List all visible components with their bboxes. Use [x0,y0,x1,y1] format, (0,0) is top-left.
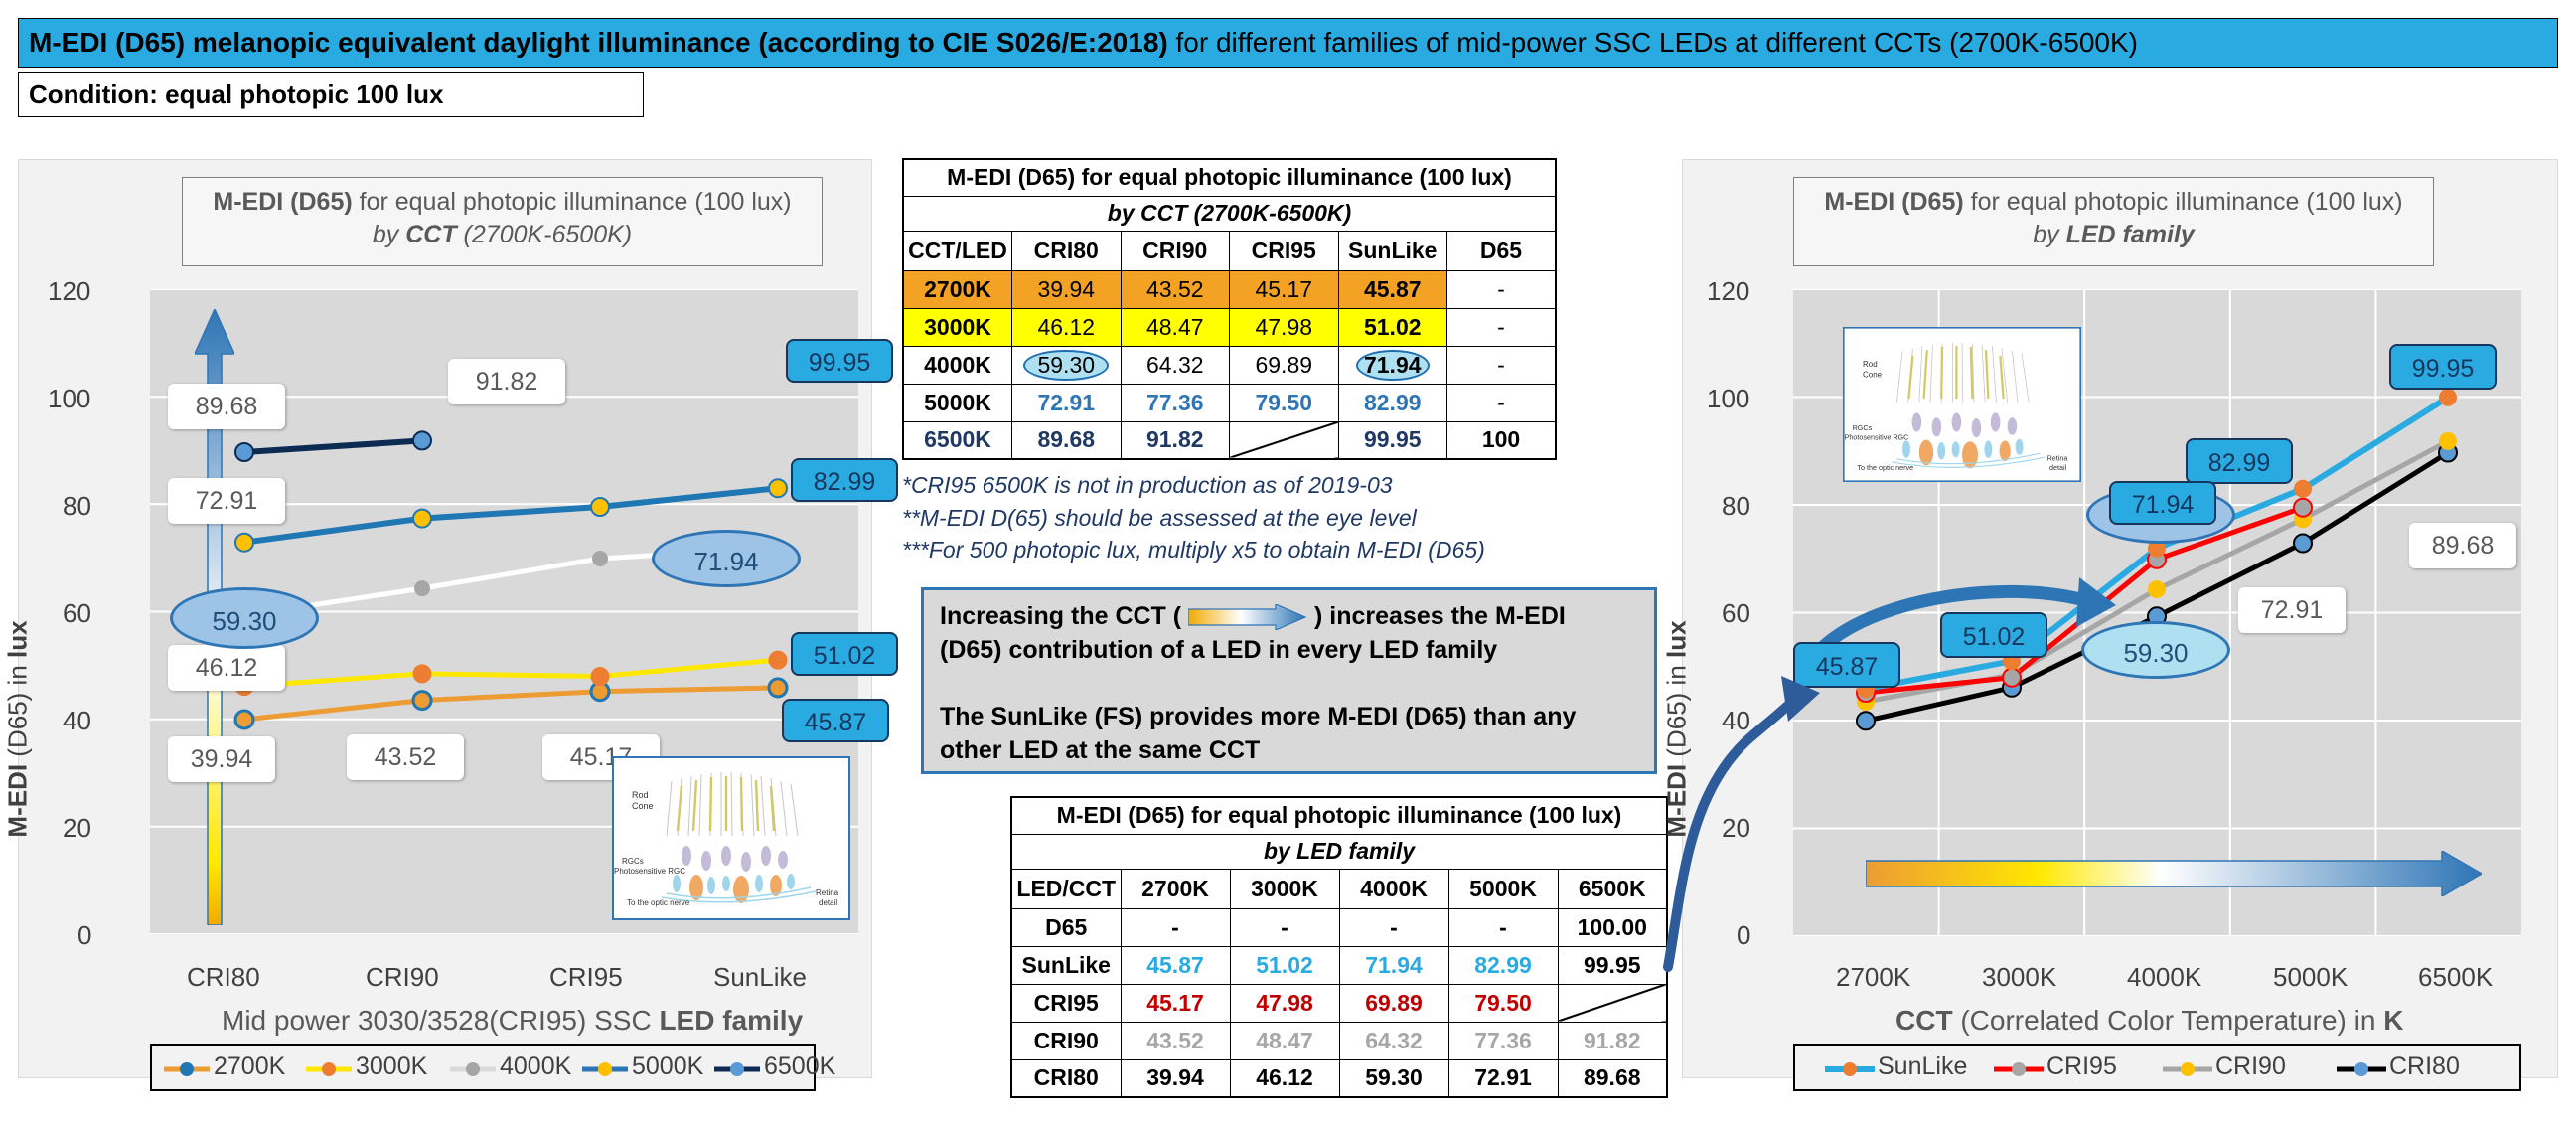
svg-text:To the optic nerve: To the optic nerve [627,898,690,907]
svg-text:detail: detail [819,898,837,907]
svg-text:Rod: Rod [632,790,649,800]
svg-text:Retina: Retina [816,888,839,897]
svg-text:Photosensitive RGC: Photosensitive RGC [614,867,685,876]
svg-text:RGCs: RGCs [622,857,644,866]
svg-text:Cone: Cone [632,801,654,811]
